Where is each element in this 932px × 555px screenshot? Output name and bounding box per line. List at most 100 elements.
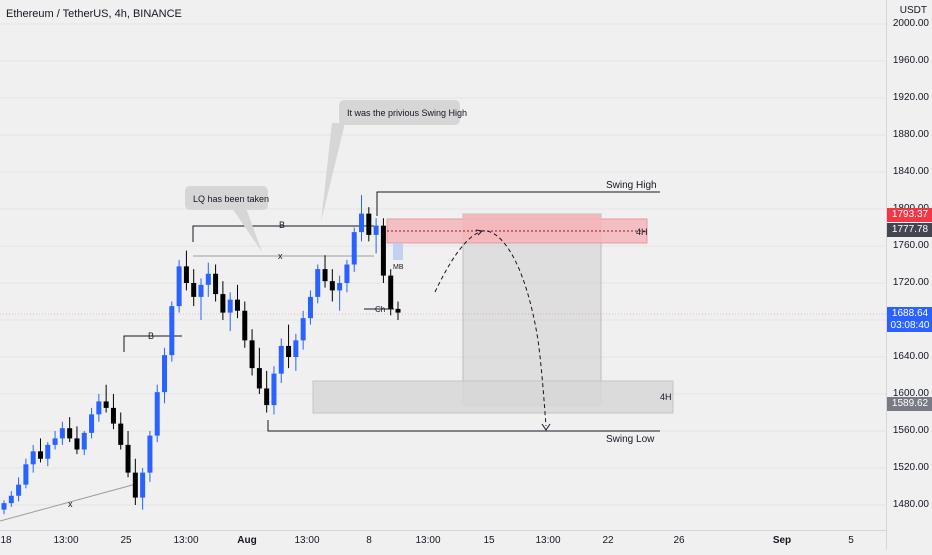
time-tick-label: 8: [366, 535, 372, 546]
candle-bearish: [103, 401, 109, 408]
price-tick-label: 1480.00: [892, 499, 929, 510]
candle-bearish: [329, 281, 335, 291]
lower-zone-label: 4H: [660, 392, 672, 402]
price-tag-upper: 1793.37: [887, 208, 932, 222]
candle-bullish: [140, 472, 146, 498]
swing-low-line[interactable]: [267, 420, 660, 432]
candle-bearish: [132, 472, 138, 498]
projection-arrow-top-icon: [475, 229, 484, 236]
time-tick-label: 22: [602, 535, 614, 546]
candle-bullish: [351, 232, 357, 265]
b-label-lower: B: [148, 331, 154, 341]
candle-bullish: [278, 345, 284, 374]
candle-bearish: [220, 294, 226, 313]
candle-bullish: [96, 401, 102, 415]
candle-bullish: [227, 299, 233, 313]
upper-zone-core: [463, 214, 601, 240]
swing-low-label: Swing Low: [606, 434, 655, 445]
candle-bearish: [213, 273, 219, 295]
candle-bearish: [242, 310, 248, 341]
price-tag-lower: 1589.62: [887, 397, 932, 411]
candle-bullish: [45, 444, 51, 459]
candle-bullish: [198, 284, 204, 297]
candle-bearish: [183, 266, 189, 283]
time-tick-label: 13:00: [415, 535, 441, 546]
x-label-lower: x: [68, 499, 73, 509]
candle-bullish: [23, 464, 29, 485]
candle-bearish: [388, 275, 394, 309]
x-trend-line[interactable]: [0, 483, 137, 522]
callout-lq-pointer: [232, 208, 262, 252]
time-tick-label: 15: [483, 535, 495, 546]
callout-lq-text: LQ has been taken: [193, 194, 269, 204]
time-tick-label: 13:00: [535, 535, 561, 546]
time-axis[interactable]: [0, 530, 886, 551]
candle-bullish: [271, 373, 277, 406]
swing-high-label: Swing High: [606, 180, 657, 191]
lower-zone[interactable]: [312, 380, 674, 414]
b-level-lower[interactable]: [123, 335, 182, 352]
price-axis[interactable]: USDT 1480.00 1520.00 1560.00 1600.00 1640.00…: [886, 0, 932, 550]
grid: [0, 23, 886, 506]
candle-bullish: [16, 484, 22, 496]
swing-high-line[interactable]: [376, 191, 660, 216]
time-tick-label: 13:00: [53, 535, 79, 546]
candle-bullish: [307, 296, 313, 319]
price-tick-label: 1760.00: [892, 240, 929, 251]
price-axis-unit: USDT: [899, 5, 927, 16]
candle-bullish: [162, 355, 168, 393]
time-tick-label: Sep: [772, 535, 792, 546]
candle-bearish: [110, 407, 116, 424]
candle-bearish: [125, 444, 131, 473]
price-tick-label: 1880.00: [892, 129, 929, 140]
candle-bearish: [395, 308, 401, 313]
candle-bearish: [191, 283, 197, 297]
candle-bearish: [286, 345, 292, 357]
mb-box: [393, 243, 403, 260]
candle-bullish: [176, 266, 182, 307]
candle-bullish: [154, 392, 160, 436]
candle-bearish: [256, 368, 262, 389]
candle-bullish: [315, 269, 321, 297]
price-tag-current: 1688.64: [887, 307, 932, 320]
price-tick-label: 1920.00: [892, 92, 929, 103]
projection-path[interactable]: [434, 230, 547, 427]
mb-label: MB: [393, 264, 404, 271]
time-tick-label: 26: [673, 535, 685, 546]
candle-bullish: [1, 503, 7, 510]
projection-arrow-icon: [541, 423, 551, 431]
candle-bullish: [169, 306, 175, 356]
price-tick-label: 1520.00: [892, 462, 929, 473]
price-tick-label: 1720.00: [892, 277, 929, 288]
callout-lq: [185, 186, 268, 210]
candle-bearish: [366, 213, 372, 235]
price-tick-label: 2000.00: [892, 18, 929, 29]
b-label-upper: B: [279, 220, 285, 230]
price-tick-label: 1560.00: [892, 425, 929, 436]
price-tick-label: 1600.00: [892, 388, 929, 399]
price-tag-level: 1777.78: [887, 223, 932, 237]
candle-bearish: [264, 388, 270, 406]
candle-bearish: [249, 340, 255, 369]
candle-bullish: [89, 414, 95, 433]
candle-bearish: [234, 299, 240, 311]
candle-bearish: [37, 451, 43, 459]
candle-bearish: [67, 428, 73, 439]
time-tick-label: 5: [848, 535, 854, 546]
price-tick-label: 1960.00: [892, 55, 929, 66]
candles: [1, 195, 401, 515]
ch-label: Ch: [375, 305, 385, 314]
candle-bullish: [147, 435, 153, 473]
candle-bullish: [373, 225, 379, 235]
candle-bearish: [118, 423, 124, 445]
candle-bullish: [8, 495, 14, 504]
candle-bullish: [300, 318, 306, 341]
candle-bearish: [322, 269, 328, 282]
candle-bullish: [293, 340, 299, 357]
candle-bearish: [380, 225, 386, 276]
candle-bullish: [81, 432, 87, 450]
b-level-upper[interactable]: [192, 225, 374, 242]
callout-prev-swing-high-text: It was the privious Swing High: [347, 108, 467, 118]
